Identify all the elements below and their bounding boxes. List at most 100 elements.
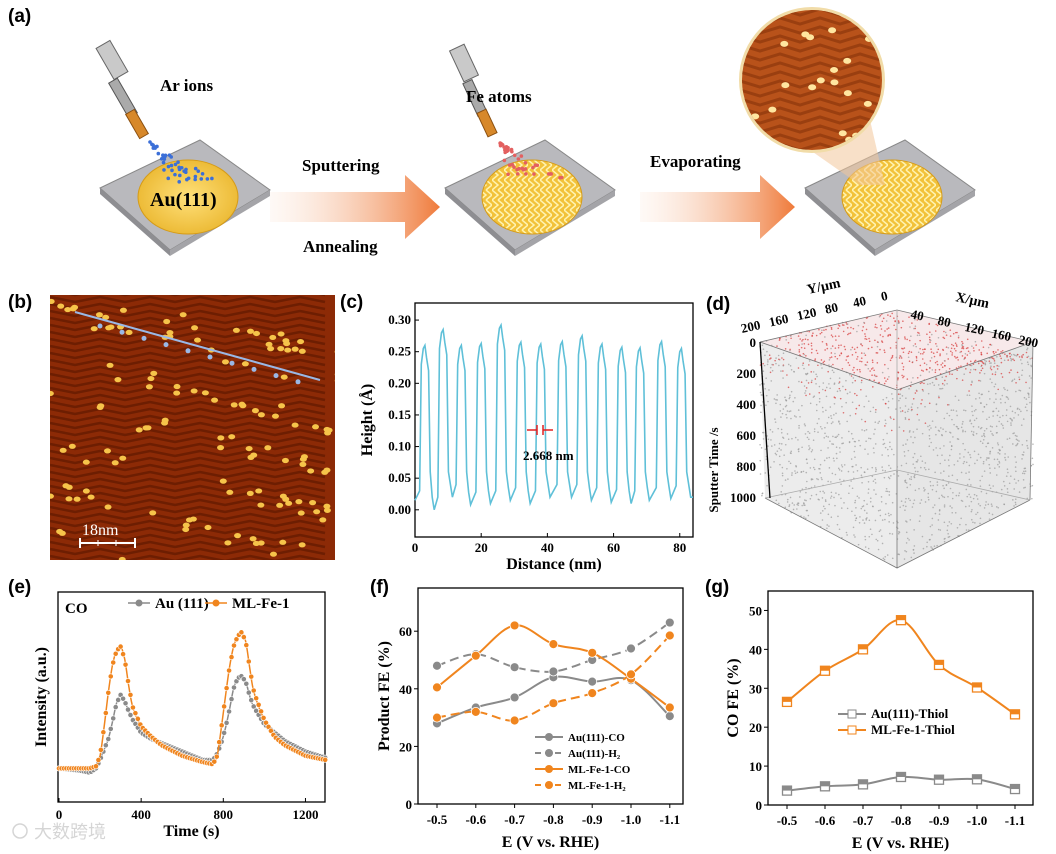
- ion-count-dot: [880, 496, 883, 498]
- ion-count-dot: [940, 363, 943, 366]
- ion-count-dot: [950, 347, 953, 350]
- ion-count-dot: [983, 432, 985, 435]
- ion-count-dot: [792, 508, 795, 511]
- ion-count-dot: [1016, 371, 1019, 374]
- fe-cluster: [255, 488, 263, 494]
- ion-count-dot: [893, 453, 895, 456]
- ion-count-dot: [780, 428, 783, 431]
- ion-count-dot: [891, 354, 894, 357]
- ion-count-dot: [830, 495, 833, 497]
- ion-count-dot: [981, 435, 983, 437]
- ion-count-dot: [828, 383, 830, 385]
- ion-count-dot: [881, 542, 884, 545]
- ion-count-dot: [939, 353, 941, 355]
- ion-count-dot: [984, 359, 986, 362]
- ion-count-dot: [818, 418, 820, 420]
- ion-count-dot: [848, 492, 850, 495]
- ion-count-dot: [868, 519, 871, 522]
- ion-count-dot: [977, 503, 980, 505]
- ion-count-dot: [932, 352, 935, 355]
- substrate-plate-edge: [100, 188, 170, 256]
- ion-count-dot: [919, 364, 922, 367]
- ion-count-dot: [835, 339, 837, 341]
- ion-count-dot: [866, 512, 868, 514]
- ion-count-dot: [818, 391, 821, 394]
- fe-cluster: [82, 488, 90, 494]
- ion-count-dot: [965, 529, 968, 531]
- ion-count-dot: [937, 336, 940, 339]
- ion-count-dot: [992, 485, 995, 487]
- ion-count-dot: [899, 407, 902, 409]
- ion-count-dot: [803, 423, 806, 425]
- ion-count-dot: [884, 425, 886, 427]
- herringbone-stripe: [50, 407, 326, 416]
- data-point: [587, 647, 598, 658]
- ion-count-dot: [847, 361, 850, 364]
- ion-count-dot: [908, 360, 911, 363]
- fe-cluster: [194, 337, 202, 343]
- ion-count-dot: [900, 357, 903, 359]
- ion-count-dot: [972, 425, 975, 428]
- z-axis-line: [759, 341, 771, 499]
- fe-cluster: [241, 361, 249, 367]
- ion-count-dot: [766, 484, 768, 487]
- ion-count-dot: [872, 406, 875, 409]
- ion-count-dot: [975, 494, 978, 497]
- ion-count-dot: [965, 472, 967, 474]
- ion-count-dot: [789, 410, 792, 412]
- ion-count-dot: [918, 334, 921, 336]
- ar-ion-dot: [205, 177, 210, 181]
- legend-marker: [545, 749, 553, 757]
- ion-count-dot: [987, 346, 990, 349]
- fe-cluster: [284, 347, 292, 353]
- profile-marker: [141, 335, 147, 341]
- ion-count-dot: [897, 475, 900, 477]
- ion-count-dot: [979, 517, 982, 520]
- ion-count-dot: [867, 347, 870, 350]
- ion-count-dot: [931, 517, 934, 520]
- ion-count-dot: [834, 504, 836, 507]
- herringbone-stripe: [50, 309, 326, 318]
- ion-count-dot: [966, 338, 969, 341]
- fe-cluster: [863, 100, 872, 107]
- ion-count-dot: [968, 464, 971, 467]
- ion-count-dot: [799, 496, 801, 498]
- x-tick-label: 80: [936, 313, 952, 330]
- ion-count-dot: [785, 404, 788, 407]
- ion-count-dot: [1013, 359, 1016, 362]
- ion-count-dot: [973, 493, 976, 496]
- ion-count-dot: [913, 499, 916, 501]
- ion-count-dot: [822, 361, 825, 364]
- ion-count-dot: [780, 431, 783, 434]
- ion-count-dot: [997, 443, 1000, 446]
- ion-count-dot: [944, 379, 946, 382]
- herringbone-stripe: [50, 477, 326, 486]
- ion-count-dot: [833, 460, 835, 462]
- ion-count-dot: [1031, 497, 1033, 500]
- ion-count-dot: [946, 403, 949, 406]
- herringbone-stripe: [50, 386, 326, 395]
- ion-count-dot: [1004, 453, 1006, 455]
- ion-count-dot: [830, 328, 833, 330]
- ion-count-dot: [940, 427, 942, 429]
- fe-cluster: [780, 40, 789, 47]
- data-point: [110, 715, 117, 722]
- ion-count-dot: [886, 490, 889, 493]
- ion-count-dot: [998, 466, 1001, 468]
- ion-count-dot: [765, 404, 767, 407]
- x-tick-label: 60: [607, 540, 620, 555]
- fe-cluster: [191, 325, 199, 331]
- ion-count-dot: [957, 494, 960, 497]
- ar-ion-dot: [210, 176, 214, 181]
- ion-count-dot: [1013, 417, 1015, 419]
- fe-cluster: [285, 500, 293, 506]
- ion-count-dot: [789, 452, 792, 454]
- ion-count-dot: [1022, 479, 1025, 481]
- ion-count-dot: [961, 344, 964, 347]
- ion-count-dot: [838, 447, 841, 449]
- ion-count-dot: [805, 394, 807, 397]
- ion-count-dot: [1024, 486, 1026, 489]
- ion-count-dot: [801, 488, 804, 490]
- ion-count-dot: [904, 417, 907, 419]
